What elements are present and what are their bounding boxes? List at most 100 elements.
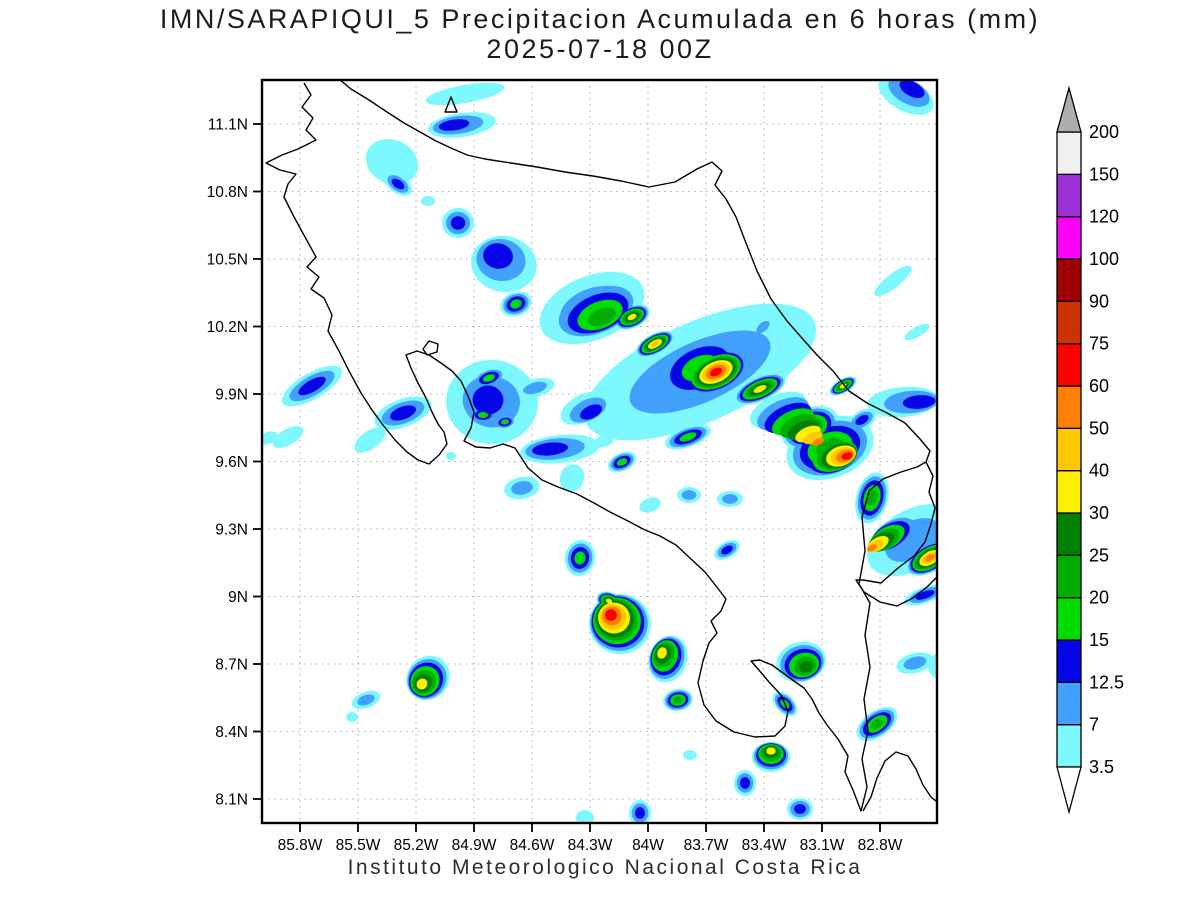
precip-contour-level-0	[576, 810, 594, 823]
colorbar-cell	[1056, 343, 1082, 387]
precip-contour-level-9	[709, 367, 723, 377]
precip-contour-level-9	[605, 609, 617, 621]
colorbar-cell	[1056, 470, 1082, 514]
precip-contour-level-0	[421, 196, 435, 206]
colorbar-label: 60	[1089, 376, 1109, 396]
precip-contour-level-2	[450, 216, 466, 230]
precip-contour-level-3	[574, 551, 586, 565]
precip-contour-level-3	[483, 374, 495, 382]
precip-contour-level-2	[472, 385, 504, 415]
precip-contour-level-1	[357, 694, 375, 706]
precip-contour-level-6	[766, 747, 776, 755]
precip-contour-level-6	[753, 385, 767, 393]
precip-contour-level-5	[799, 661, 813, 673]
x-axis-label: 83.1W	[800, 837, 845, 854]
colorbar-cell	[1056, 216, 1082, 260]
colorbar-label: 50	[1089, 418, 1109, 438]
map-frame	[260, 78, 939, 825]
precip-contour-level-2	[899, 80, 925, 99]
colorbar-cell	[1056, 300, 1082, 345]
precip-contour-level-4	[870, 718, 884, 730]
precip-contour-level-2	[794, 804, 806, 814]
colorbar-label: 90	[1089, 291, 1109, 311]
y-axis-label: 10.2N	[207, 319, 248, 336]
colorbar-label: 7	[1089, 715, 1099, 735]
precip-contour-level-0	[346, 712, 358, 722]
precip-contour-level-2	[902, 395, 936, 409]
colorbar-cell	[1056, 258, 1082, 302]
y-axis-label: 8.1N	[215, 792, 248, 809]
colorbar-cell	[1056, 385, 1082, 429]
colorbar-label: 200	[1089, 122, 1119, 142]
precip-contour-level-0	[354, 427, 386, 453]
x-axis-label: 84.9W	[452, 837, 497, 854]
precip-contour-level-3	[500, 419, 510, 425]
colorbar-cell	[1056, 639, 1082, 683]
colorbar-label: 30	[1089, 503, 1109, 523]
precip-contour-level-0	[639, 497, 661, 513]
precip-contour-level-9	[841, 452, 853, 460]
precip-contour-level-3	[679, 432, 697, 442]
colorbar: 3.5 7 12.5 15 20 25 30 40 50 60 75 90 100 120 150 200	[1056, 85, 1124, 815]
x-axis-label: 85.8W	[278, 837, 323, 854]
colorbar-cell	[1056, 597, 1082, 641]
precip-contour-level-0	[874, 265, 912, 297]
colorbar-label: 20	[1089, 588, 1109, 608]
y-axis-label: 8.7N	[215, 657, 248, 674]
precip-contour-level-6	[627, 313, 637, 321]
precip-contour-level-6	[416, 678, 428, 690]
y-axis-label: 9.3N	[215, 522, 248, 539]
precip-contour-level-4	[866, 490, 878, 506]
precip-contour-level-4	[673, 696, 683, 704]
precip-contour-level-2	[391, 178, 405, 190]
precip-contour-level-0	[928, 654, 937, 678]
coastline-path	[422, 340, 439, 356]
precip-contour-level-1	[523, 381, 547, 395]
precip-contour-level-2	[915, 590, 935, 600]
precip-contour-level-3	[616, 458, 628, 466]
y-axis-label: 9.6N	[215, 454, 248, 471]
coastline-path	[862, 751, 937, 812]
precip-contour-level-1	[681, 490, 697, 500]
precip-contour-level-6	[657, 647, 667, 659]
y-axis-label: 9.9N	[215, 387, 248, 404]
x-axis-label: 84.6W	[510, 837, 555, 854]
y-axis-label: 11.1N	[208, 117, 248, 134]
x-axis-label: 82.8W	[858, 837, 903, 854]
precip-contour-level-3	[477, 412, 489, 418]
colorbar-label: 25	[1089, 545, 1109, 565]
x-axis-label: 85.5W	[336, 837, 381, 854]
precipitation-field	[262, 80, 937, 823]
colorbar-label: 75	[1089, 334, 1109, 354]
precip-contour-level-8	[812, 438, 824, 446]
precip-contour-level-1	[722, 494, 738, 504]
precip-contour-level-6	[605, 598, 613, 604]
colorbar-above-max-arrow	[1056, 85, 1082, 133]
precip-contour-level-2	[483, 243, 513, 269]
y-axis-label: 10.5N	[207, 252, 248, 269]
precip-contour-level-1	[756, 320, 770, 334]
precip-contour-level-2	[740, 777, 750, 789]
colorbar-label: 100	[1089, 249, 1119, 269]
colorbar-label: 15	[1089, 630, 1109, 650]
precip-contour-level-3	[510, 299, 522, 309]
y-axis-label: 9N	[228, 589, 248, 606]
colorbar-cell	[1056, 427, 1082, 472]
precip-contour-level-8	[867, 544, 877, 552]
precip-contour-level-0	[594, 434, 614, 448]
colorbar-label: 12.5	[1089, 672, 1124, 692]
x-axis-label: 84.3W	[568, 837, 613, 854]
precip-contour-level-8	[925, 554, 935, 562]
precip-contour-level-0	[365, 139, 419, 185]
colorbar-label: 3.5	[1089, 757, 1114, 777]
precip-contour-level-0	[272, 426, 304, 448]
coastline-path	[855, 461, 937, 607]
precip-contour-level-2	[855, 414, 869, 426]
precip-contour-level-0	[904, 323, 930, 341]
colorbar-cell	[1056, 173, 1082, 218]
coastline-path	[265, 80, 931, 812]
colorbar-cell	[1056, 131, 1082, 175]
precip-contour-level-0	[683, 750, 697, 760]
precip-contour-level-2	[579, 404, 603, 420]
